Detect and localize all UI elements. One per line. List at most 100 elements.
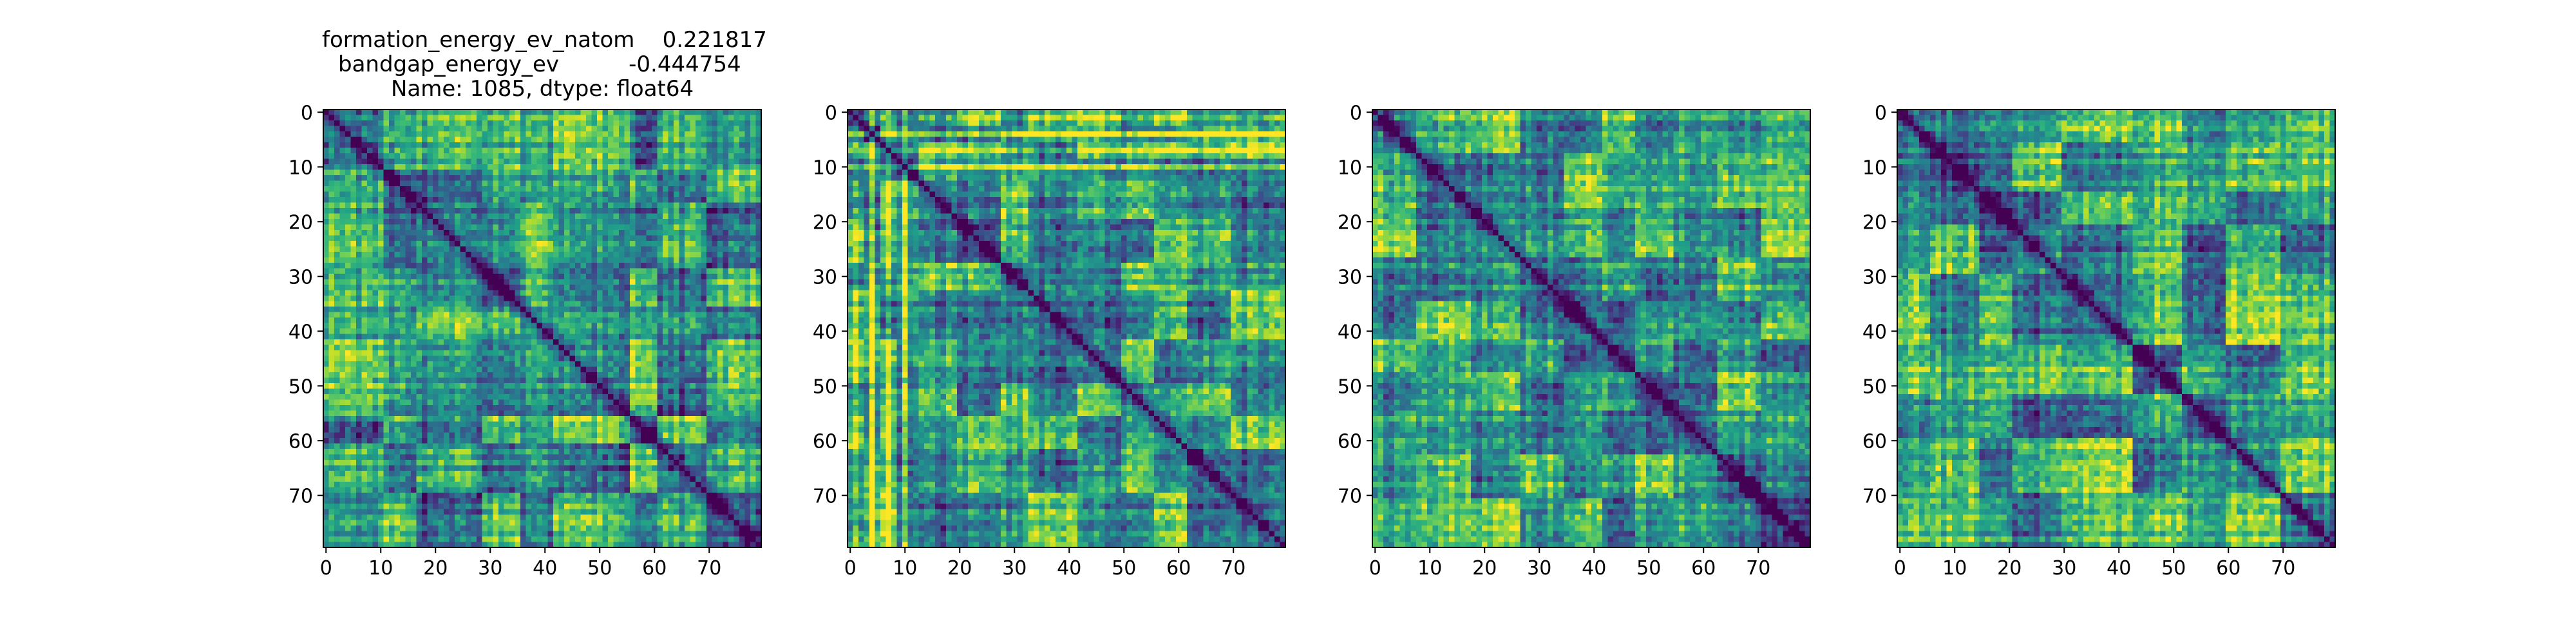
heatmap-cell	[586, 285, 592, 290]
heatmap-cell	[323, 258, 329, 263]
heatmap-cell	[498, 422, 504, 428]
heatmap-cell	[690, 225, 696, 231]
heatmap-cell	[553, 126, 559, 132]
heatmap-cell	[614, 208, 620, 214]
heatmap-cell	[652, 214, 658, 220]
heatmap-cell	[717, 120, 723, 126]
heatmap-cell	[362, 269, 368, 274]
heatmap-cell	[340, 312, 346, 318]
heatmap-cell	[493, 148, 499, 154]
heatmap-cell	[658, 334, 663, 340]
heatmap-cell	[548, 328, 554, 334]
heatmap-cell	[630, 164, 636, 170]
heatmap-cell	[373, 197, 379, 203]
heatmap-cell	[334, 219, 340, 225]
heatmap-cell	[586, 170, 592, 176]
heatmap-cell	[575, 225, 581, 231]
heatmap-cell	[668, 389, 674, 395]
heatmap-cell	[450, 356, 455, 362]
heatmap-cell	[455, 416, 460, 422]
heatmap-cell	[548, 219, 554, 225]
heatmap-cell	[592, 225, 598, 231]
heatmap-cell	[674, 334, 679, 340]
heatmap-cell	[586, 378, 592, 384]
heatmap-cell	[362, 159, 368, 165]
heatmap-cell	[592, 269, 598, 274]
heatmap-cell	[515, 438, 521, 444]
heatmap-cell	[417, 192, 422, 198]
heatmap-cell	[679, 126, 685, 132]
heatmap-cell	[706, 159, 712, 165]
heatmap-cell	[323, 181, 329, 187]
heatmap-cell	[542, 274, 548, 279]
heatmap-cell	[706, 433, 712, 439]
heatmap-cell	[625, 274, 630, 279]
heatmap-cell	[378, 170, 384, 176]
heatmap-cell	[373, 208, 379, 214]
heatmap-cell	[477, 427, 482, 433]
heatmap-cell	[378, 350, 384, 356]
heatmap-cell	[389, 350, 395, 356]
heatmap-cell	[647, 236, 652, 242]
heatmap-cell	[411, 356, 417, 362]
heatmap-cell	[696, 367, 701, 373]
heatmap-cell	[351, 290, 357, 296]
heatmap-cell	[717, 433, 723, 439]
heatmap-cell	[597, 120, 603, 126]
heatmap-cell	[542, 328, 548, 334]
heatmap-cell	[712, 279, 718, 285]
heatmap-cell	[745, 444, 751, 450]
heatmap-cell	[679, 219, 685, 225]
heatmap-cell	[362, 115, 368, 121]
heatmap-cell	[493, 367, 499, 373]
heatmap-cell	[619, 203, 625, 209]
heatmap-cell	[471, 339, 477, 345]
heatmap-cell	[663, 153, 668, 159]
heatmap-cell	[685, 356, 690, 362]
heatmap-cell	[750, 290, 756, 296]
heatmap-cell	[373, 126, 379, 132]
heatmap-cell	[466, 389, 471, 395]
heatmap-cell	[444, 164, 450, 170]
heatmap-cell	[734, 372, 740, 378]
heatmap-cell	[422, 405, 428, 411]
heatmap-cell	[329, 159, 335, 165]
heatmap-cell	[706, 170, 712, 176]
heatmap-cell	[537, 367, 543, 373]
heatmap-cell	[367, 225, 373, 231]
heatmap-cell	[745, 203, 751, 209]
heatmap-cell	[608, 416, 614, 422]
heatmap-cell	[356, 301, 362, 307]
heatmap-cell	[630, 433, 636, 439]
heatmap-cell	[668, 159, 674, 165]
heatmap-cell	[466, 350, 471, 356]
heatmap-cell	[334, 159, 340, 165]
heatmap-cell	[553, 148, 559, 154]
heatmap-cell	[712, 438, 718, 444]
heatmap-cell	[367, 378, 373, 384]
heatmap-cell	[625, 378, 630, 384]
heatmap-cell	[706, 279, 712, 285]
heatmap-cell	[679, 356, 685, 362]
heatmap-cell	[433, 131, 439, 137]
heatmap-cell	[455, 400, 460, 406]
heatmap-cell	[542, 153, 548, 159]
heatmap-cell	[482, 137, 488, 143]
heatmap-cell	[668, 361, 674, 367]
heatmap-cell	[362, 120, 368, 126]
heatmap-cell	[696, 422, 701, 428]
heatmap-cell	[728, 153, 734, 159]
heatmap-cell	[345, 181, 351, 187]
heatmap-cell	[356, 252, 362, 258]
heatmap-cell	[477, 285, 482, 290]
heatmap-cell	[450, 433, 455, 439]
heatmap-cell	[439, 120, 444, 126]
heatmap-cell	[520, 422, 526, 428]
heatmap-cell	[559, 290, 565, 296]
heatmap-cell	[460, 175, 466, 181]
heatmap-cell	[652, 416, 658, 422]
heatmap-cell	[728, 115, 734, 121]
heatmap-cell	[488, 279, 493, 285]
heatmap-cell	[723, 400, 729, 406]
heatmap-cell	[526, 181, 532, 187]
